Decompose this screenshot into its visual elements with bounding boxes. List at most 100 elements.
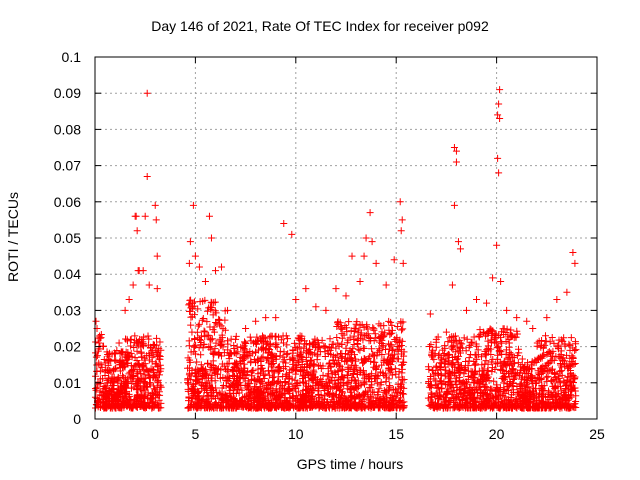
scatter-point xyxy=(426,342,434,350)
scatter-point xyxy=(548,377,556,385)
scatter-point xyxy=(321,343,329,351)
scatter-point xyxy=(541,362,549,370)
scatter-point xyxy=(529,325,537,332)
scatter-point xyxy=(325,391,333,399)
scatter-point xyxy=(292,370,300,378)
scatter-point xyxy=(459,344,467,352)
scatter-point xyxy=(563,382,571,390)
scatter-point xyxy=(108,374,116,382)
scatter-point xyxy=(515,349,523,357)
scatter-point xyxy=(492,383,500,391)
scatter-point xyxy=(261,392,269,400)
scatter-point xyxy=(130,363,138,371)
scatter-point xyxy=(514,399,522,407)
scatter-point xyxy=(221,365,229,373)
scatter-point xyxy=(300,363,308,371)
scatter-point xyxy=(197,351,205,359)
scatter-point xyxy=(571,259,579,267)
scatter-point xyxy=(361,332,369,340)
scatter-point xyxy=(297,367,305,375)
scatter-point xyxy=(513,330,521,338)
scatter-point xyxy=(312,303,320,311)
scatter-point xyxy=(273,396,281,404)
scatter-point xyxy=(232,376,240,384)
scatter-point xyxy=(458,379,466,387)
scatter-point xyxy=(397,326,405,334)
scatter-point xyxy=(232,359,240,367)
scatter-point xyxy=(190,348,198,356)
scatter-point xyxy=(338,388,346,396)
x-tick-label: 20 xyxy=(489,426,505,442)
scatter-point xyxy=(507,404,515,412)
scatter-point xyxy=(276,367,284,375)
scatter-point xyxy=(238,403,246,411)
scatter-point xyxy=(111,365,119,373)
scatter-point xyxy=(490,399,498,407)
scatter-point xyxy=(187,376,195,384)
scatter-point xyxy=(184,387,192,395)
scatter-point xyxy=(378,350,386,358)
x-tick-label: 25 xyxy=(589,426,605,442)
scatter-point xyxy=(426,310,434,318)
scatter-point xyxy=(455,378,463,386)
scatter-point xyxy=(198,385,206,393)
scatter-point xyxy=(505,381,513,389)
x-tick-label: 5 xyxy=(192,426,200,442)
scatter-point xyxy=(193,358,201,366)
scatter-point xyxy=(186,356,194,364)
scatter-point xyxy=(234,382,242,390)
scatter-point xyxy=(200,327,208,335)
scatter-point xyxy=(330,397,338,405)
scatter-point xyxy=(133,347,141,355)
scatter-point xyxy=(481,383,489,391)
scatter-point xyxy=(376,338,384,346)
scatter-point xyxy=(153,377,161,385)
scatter-point xyxy=(278,383,286,391)
scatter-point xyxy=(311,373,319,381)
scatter-point xyxy=(338,330,346,338)
scatter-point xyxy=(444,338,452,346)
scatter-point xyxy=(247,357,255,365)
scatter-point xyxy=(185,259,193,267)
scatter-point xyxy=(288,230,296,238)
scatter-point xyxy=(101,372,109,380)
scatter-point xyxy=(184,379,192,387)
scatter-point xyxy=(280,365,288,373)
scatter-point xyxy=(315,401,323,409)
scatter-point xyxy=(275,378,283,386)
y-tick-label: 0.04 xyxy=(54,266,81,282)
scatter-point xyxy=(321,353,329,361)
scatter-point xyxy=(269,373,277,381)
chart-title: Day 146 of 2021, Rate Of TEC Index for r… xyxy=(151,18,489,34)
scatter-point xyxy=(512,403,520,411)
scatter-point xyxy=(539,385,547,393)
scatter-point xyxy=(277,336,285,344)
scatter-point xyxy=(476,382,484,390)
scatter-point xyxy=(110,395,118,403)
scatter-point xyxy=(372,259,380,267)
scatter-point xyxy=(205,374,213,382)
scatter-point xyxy=(566,377,574,385)
scatter-point xyxy=(227,400,235,408)
scatter-point xyxy=(330,377,338,385)
scatter-point xyxy=(494,351,502,359)
scatter-point xyxy=(132,380,140,388)
scatter-point xyxy=(353,340,361,348)
scatter-point xyxy=(398,216,406,224)
scatter-point xyxy=(357,329,365,337)
scatter-point xyxy=(93,368,101,376)
scatter-point xyxy=(198,316,206,324)
scatter-point xyxy=(479,328,487,336)
scatter-point xyxy=(460,334,468,342)
scatter-point xyxy=(191,370,199,378)
scatter-point xyxy=(257,378,265,386)
scatter-point xyxy=(131,332,139,340)
scatter-point xyxy=(199,314,207,322)
scatter-point xyxy=(470,369,478,377)
scatter-point xyxy=(542,332,550,340)
scatter-point xyxy=(509,386,517,394)
scatter-point xyxy=(148,353,156,361)
scatter-point xyxy=(308,351,316,359)
scatter-point xyxy=(360,393,368,401)
scatter-point xyxy=(333,334,341,342)
